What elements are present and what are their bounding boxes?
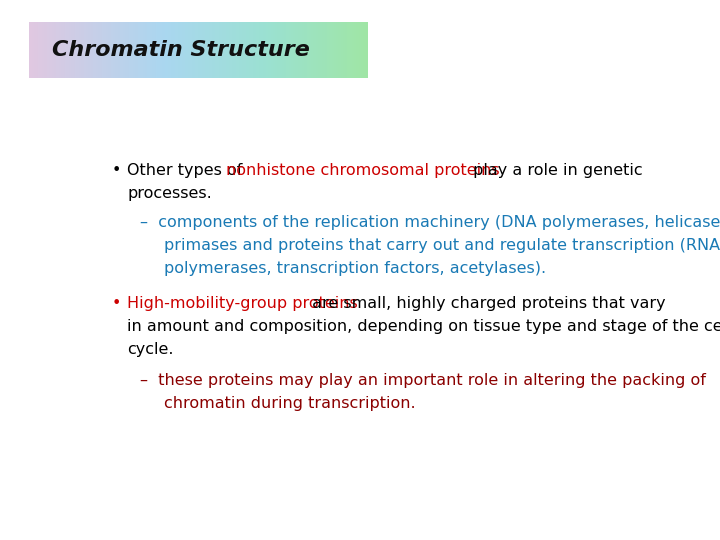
- Text: chromatin during transcription.: chromatin during transcription.: [163, 396, 415, 411]
- Text: in amount and composition, depending on tissue type and stage of the cell: in amount and composition, depending on …: [127, 319, 720, 334]
- Text: –  these proteins may play an important role in altering the packing of: – these proteins may play an important r…: [140, 373, 706, 388]
- Text: cycle.: cycle.: [127, 342, 174, 357]
- Text: processes.: processes.: [127, 186, 212, 201]
- Text: Other types of: Other types of: [127, 164, 248, 178]
- Text: High-mobility-group proteins: High-mobility-group proteins: [127, 296, 358, 311]
- Text: •: •: [112, 164, 121, 178]
- Text: are small, highly charged proteins that vary: are small, highly charged proteins that …: [307, 296, 665, 311]
- Text: play a role in genetic: play a role in genetic: [468, 164, 643, 178]
- Text: –  components of the replication machinery (DNA polymerases, helicases,: – components of the replication machiner…: [140, 215, 720, 230]
- Text: •: •: [112, 296, 121, 311]
- Text: polymerases, transcription factors, acetylases).: polymerases, transcription factors, acet…: [163, 261, 546, 276]
- Text: primases and proteins that carry out and regulate transcription (RNA: primases and proteins that carry out and…: [163, 238, 720, 253]
- Text: Chromatin Structure: Chromatin Structure: [53, 40, 310, 60]
- Text: nonhistone chromosomal proteins: nonhistone chromosomal proteins: [225, 164, 499, 178]
